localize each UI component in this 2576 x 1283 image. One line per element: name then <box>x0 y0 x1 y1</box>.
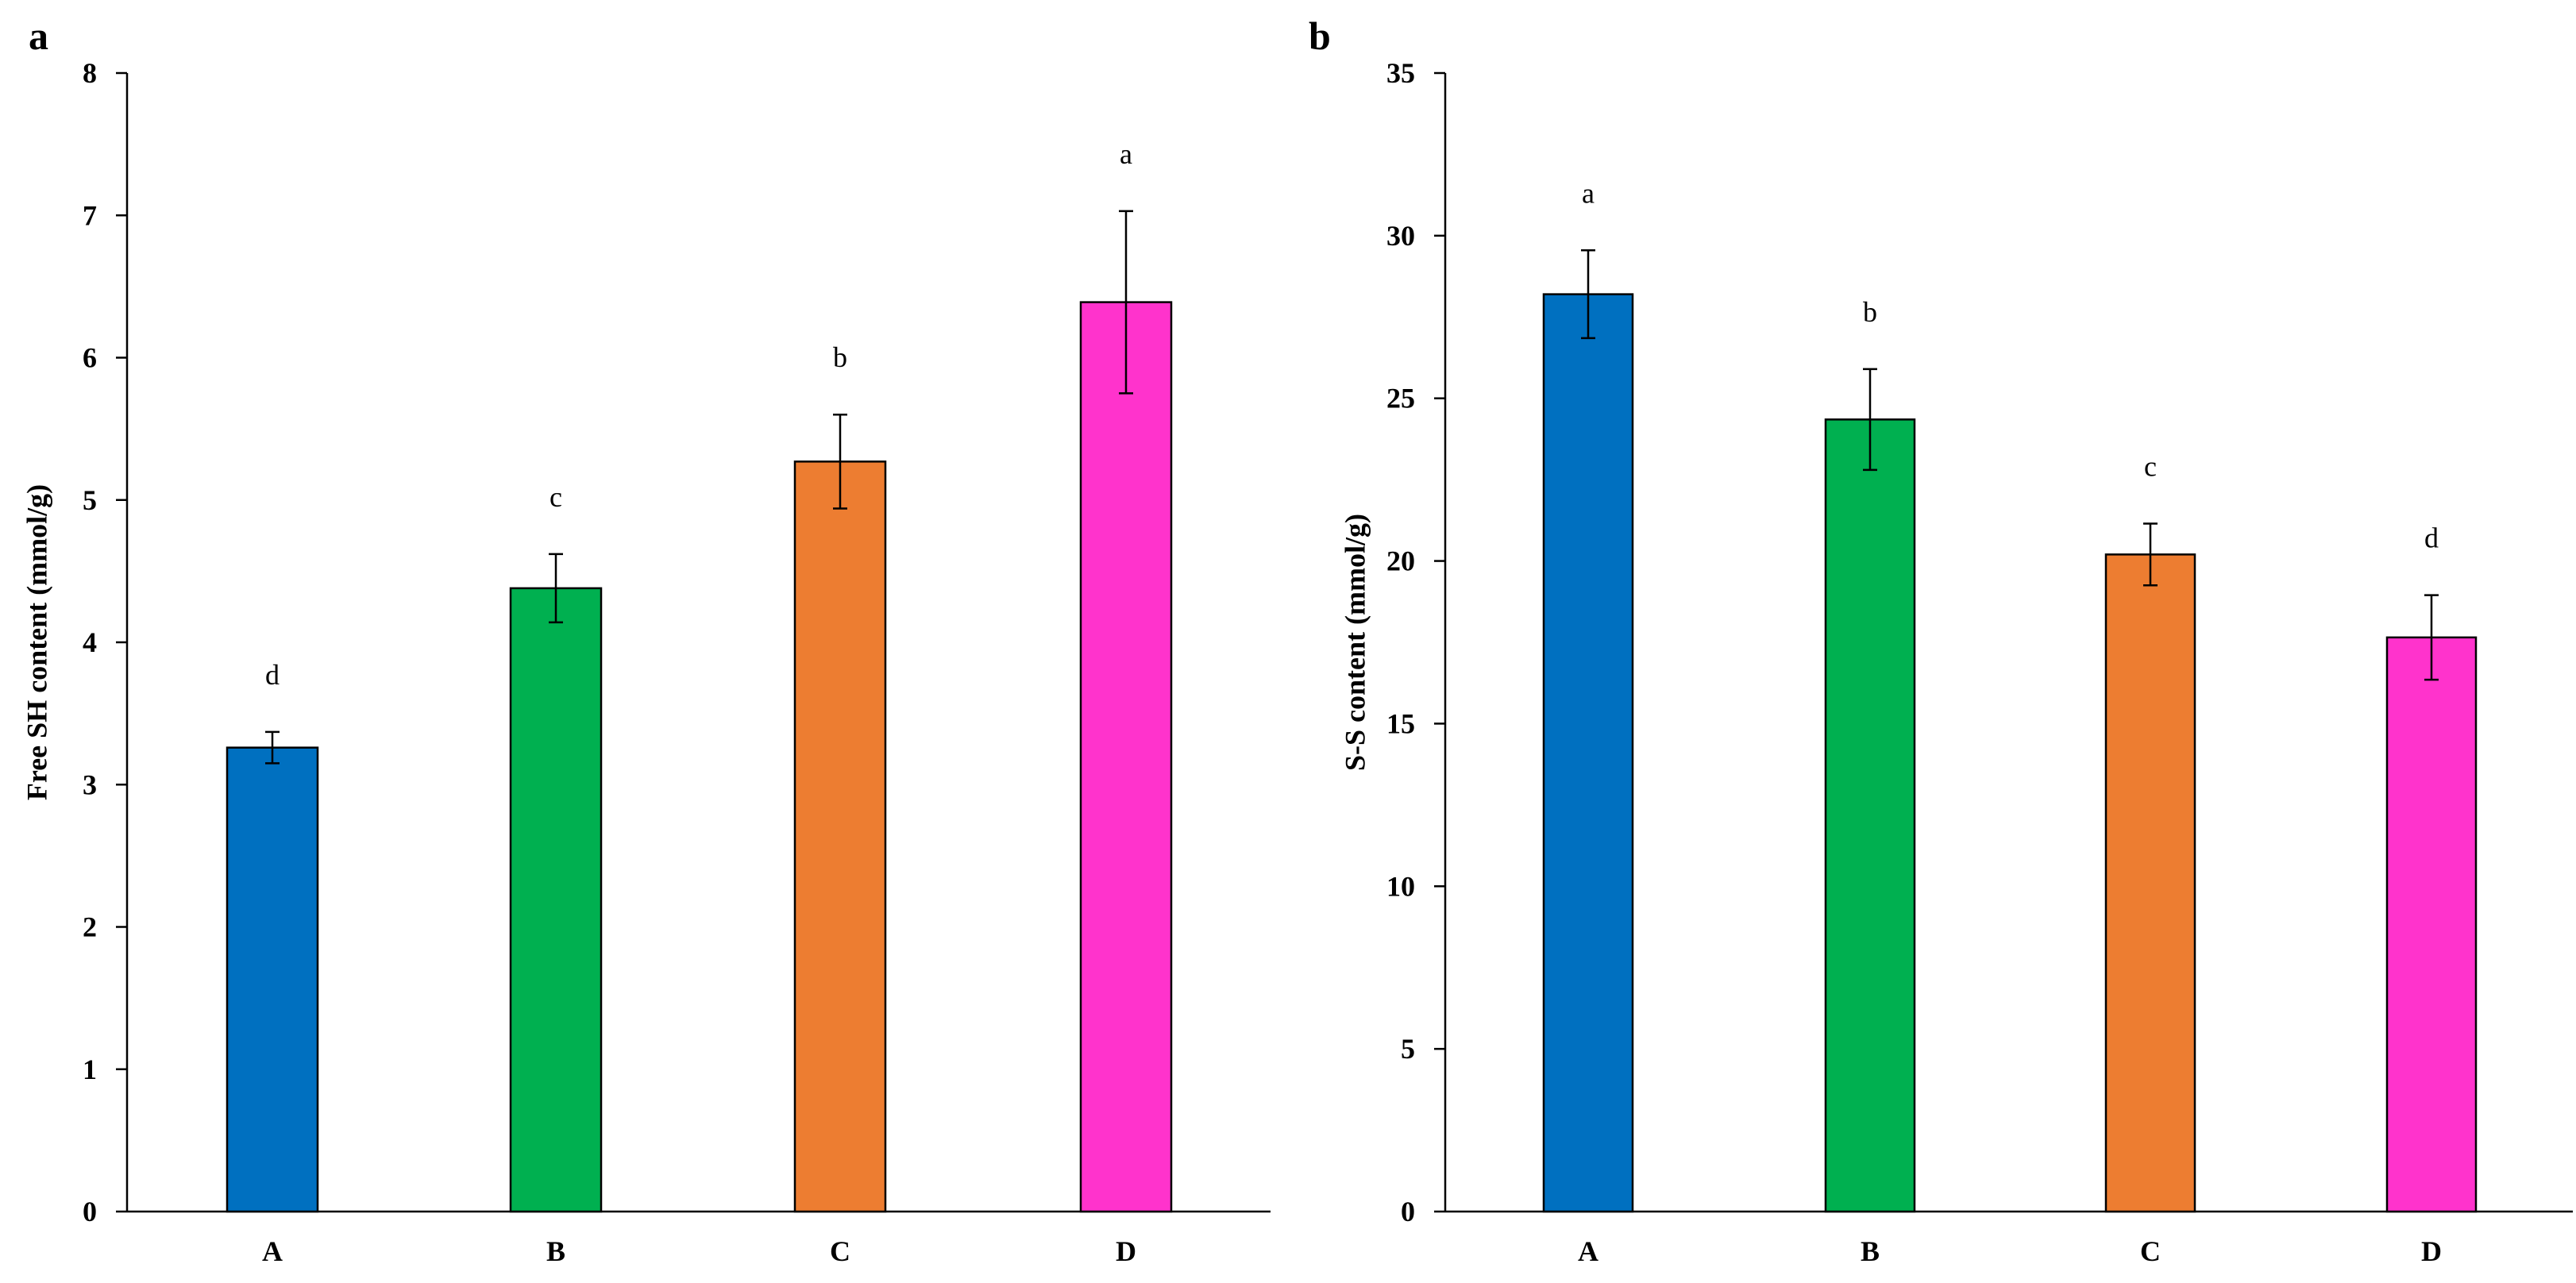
panel-a-y-tick-label: 6 <box>83 342 97 374</box>
panel-a-category-label-D: D <box>1116 1235 1136 1267</box>
panel-a-y-tick-label: 7 <box>83 199 97 231</box>
panel-b-category-label-B: B <box>1861 1235 1880 1267</box>
panel-a-significance-B: c <box>550 481 562 513</box>
panel-b-bar-C <box>2104 553 2196 1213</box>
panel-b-bar-A <box>1542 293 1634 1213</box>
panel-a-significance-C: b <box>833 341 847 373</box>
panel-b-bar-B <box>1824 418 1916 1213</box>
panel-a-bar-D <box>1079 301 1173 1213</box>
panel-b-y-tick-label: 35 <box>1386 57 1415 89</box>
panel-a-category-label-B: B <box>546 1235 565 1267</box>
panel-b-label: b <box>1309 13 1331 58</box>
panel-b-y-tick-label: 20 <box>1386 545 1415 577</box>
panel-a-bar-A <box>226 746 319 1213</box>
panel-b-y-tick-label: 0 <box>1401 1196 1415 1227</box>
panel-a-label: a <box>29 13 48 58</box>
panel-b-significance-D: d <box>2424 522 2439 554</box>
panel-b-bar-D <box>2385 636 2478 1213</box>
panel-b-y-axis-title: S-S content (mmol/g) <box>1339 514 1371 771</box>
panel-a-significance-D: a <box>1120 138 1132 170</box>
panel-a-y-tick-label: 5 <box>83 484 97 516</box>
panel-b-category-label-C: C <box>2140 1235 2161 1267</box>
panel-a-bar-B <box>509 587 603 1213</box>
panel-b-category-label-A: A <box>1578 1235 1598 1267</box>
panel-b-y-tick-label: 30 <box>1386 220 1415 252</box>
panel-a-bar-C <box>793 460 887 1213</box>
panel-b-category-label-D: D <box>2421 1235 2442 1267</box>
panel-b-significance-C: c <box>2144 450 2157 482</box>
panel-a-significance-A: d <box>265 659 280 691</box>
panel-b-y-tick-label: 5 <box>1401 1033 1415 1065</box>
panel-a-category-label-C: C <box>830 1235 850 1267</box>
panel-a-y-tick-label: 8 <box>83 57 97 89</box>
panel-a-y-tick-label: 3 <box>83 769 97 800</box>
panel-b-y-tick-label: 10 <box>1386 870 1415 902</box>
panel-a-y-tick-label: 4 <box>83 626 97 658</box>
panel-a-y-tick-label: 2 <box>83 911 97 943</box>
panel-b-y-tick-label: 15 <box>1386 707 1415 739</box>
panel-a-y-axis-title: Free SH content (mmol/g) <box>21 484 52 800</box>
panel-a-y-tick-label: 0 <box>83 1196 97 1227</box>
panel-a-y-tick-label: 1 <box>83 1054 97 1085</box>
panel-b-significance-A: a <box>1582 177 1595 209</box>
panel-b-significance-B: b <box>1863 296 1877 328</box>
panel-b-y-tick-label: 25 <box>1386 383 1415 414</box>
panel-a-category-label-A: A <box>262 1235 283 1267</box>
